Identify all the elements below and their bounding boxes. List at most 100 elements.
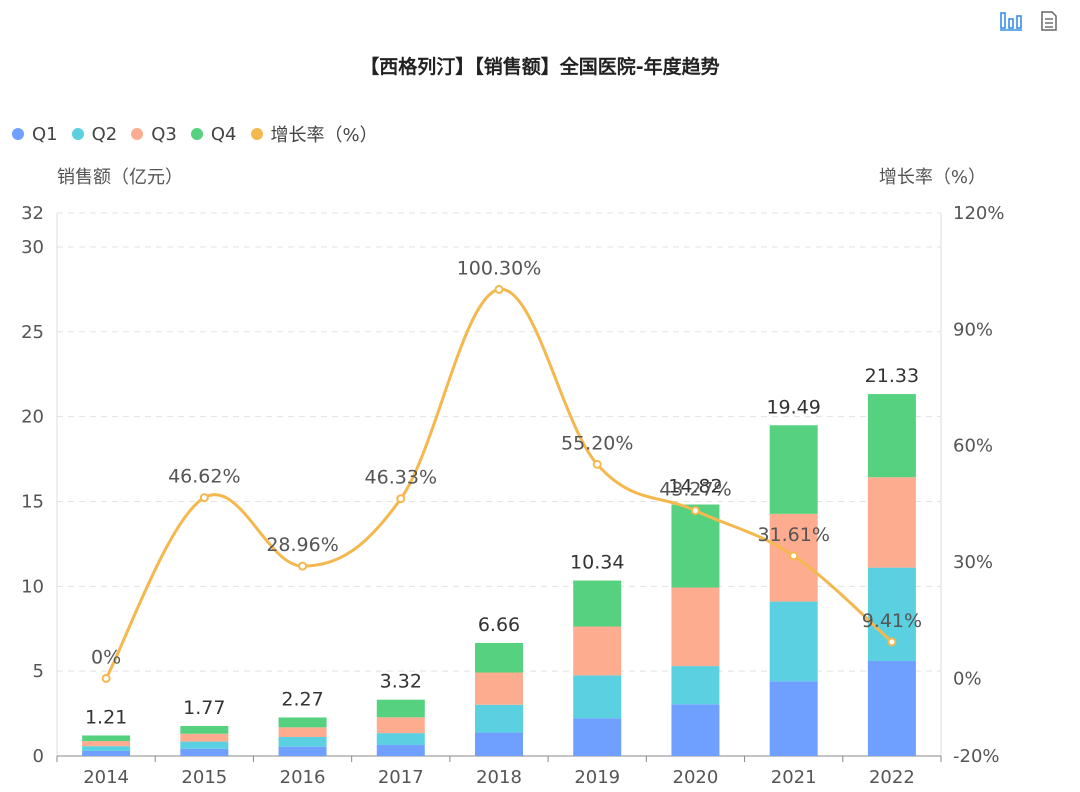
bar-q4 bbox=[573, 580, 622, 627]
growth-rate-point bbox=[101, 673, 111, 683]
growth-rate-label: 31.61% bbox=[757, 524, 829, 546]
bar-q1 bbox=[573, 718, 622, 756]
y2-tick-label: 30% bbox=[953, 552, 993, 573]
legend-label-growth: 增长率（%） bbox=[270, 125, 378, 146]
bar-q3 bbox=[278, 727, 327, 737]
growth-rate-label: 100.30% bbox=[457, 257, 542, 279]
bar-q2 bbox=[376, 733, 425, 745]
legend-item-q2[interactable]: Q2 bbox=[71, 123, 118, 145]
growth-rate-point bbox=[887, 637, 897, 647]
x-tick-label: 2016 bbox=[280, 767, 326, 788]
y2-tick-label: 60% bbox=[953, 436, 993, 457]
y2-tick-label: 0% bbox=[953, 668, 982, 689]
bar-q2 bbox=[82, 746, 131, 751]
bar-q2 bbox=[769, 601, 818, 682]
legend-swatch-q1 bbox=[12, 128, 24, 140]
bar-total-label: 6.66 bbox=[478, 614, 520, 636]
x-tick-label: 2015 bbox=[181, 767, 227, 788]
bar-q1 bbox=[82, 750, 131, 756]
legend-swatch-q4 bbox=[190, 128, 203, 140]
growth-rate-point bbox=[199, 493, 209, 503]
legend-swatch-growth bbox=[250, 128, 263, 140]
y2-tick-label: -20% bbox=[953, 746, 1000, 767]
y-tick-label: 10 bbox=[21, 576, 44, 597]
bar-total-label: 1.21 bbox=[85, 706, 127, 728]
growth-rate-label: 43.27% bbox=[659, 479, 731, 501]
bar-q3 bbox=[475, 672, 523, 705]
growth-rate-label: 0% bbox=[91, 646, 121, 668]
bar-q4 bbox=[867, 394, 916, 478]
bar-q2 bbox=[573, 675, 622, 719]
bar-total-label: 14.82 bbox=[668, 476, 722, 498]
bar-q4 bbox=[180, 725, 229, 734]
bar-q3 bbox=[180, 733, 229, 742]
x-tick-label: 2022 bbox=[869, 767, 915, 788]
y-tick-label: 15 bbox=[21, 491, 44, 512]
growth-rate-label: 46.33% bbox=[365, 467, 437, 489]
bar-q4 bbox=[769, 425, 818, 514]
bar-q3 bbox=[82, 741, 131, 747]
bar-chart-icon[interactable] bbox=[1000, 10, 1022, 32]
y-tick-label: 30 bbox=[21, 237, 44, 258]
bar-total-label: 21.33 bbox=[865, 365, 919, 387]
legend-item-q1[interactable]: Q1 bbox=[12, 124, 58, 145]
bar-q1 bbox=[376, 744, 425, 756]
x-tick-label: 2018 bbox=[476, 767, 522, 788]
bar-q3 bbox=[376, 717, 425, 734]
bar-q4 bbox=[278, 717, 327, 728]
legend-label-q3: Q3 bbox=[151, 123, 177, 145]
legend-item-q4[interactable]: Q4 bbox=[190, 124, 237, 145]
bar-q1 bbox=[180, 748, 229, 756]
x-tick-label: 2019 bbox=[574, 767, 620, 788]
growth-rate-point bbox=[494, 284, 504, 294]
growth-rate-point bbox=[690, 506, 700, 516]
growth-rate-point bbox=[298, 561, 308, 571]
bar-q2 bbox=[278, 736, 327, 747]
toolbar bbox=[1000, 10, 1060, 32]
y-tick-label: 32 bbox=[21, 203, 44, 224]
bar-total-label: 10.34 bbox=[570, 552, 624, 574]
legend-swatch-q2 bbox=[71, 128, 84, 140]
bar-q1 bbox=[769, 681, 818, 756]
legend-item-growth[interactable]: 增长率（%） bbox=[250, 121, 378, 147]
legend-label-q2: Q2 bbox=[91, 123, 118, 145]
bar-total-label: 19.49 bbox=[766, 396, 820, 418]
legend-item-q3[interactable]: Q3 bbox=[131, 124, 177, 145]
legend-swatch-q3 bbox=[131, 128, 144, 140]
y2-tick-label: 90% bbox=[953, 319, 993, 340]
bar-total-label: 1.77 bbox=[183, 697, 225, 719]
data-view-icon[interactable] bbox=[1038, 10, 1060, 32]
y-tick-label: 20 bbox=[21, 407, 44, 428]
bar-q1 bbox=[475, 732, 523, 756]
bar-q4 bbox=[82, 735, 131, 742]
bar-q1 bbox=[671, 704, 720, 756]
bar-q1 bbox=[867, 660, 916, 756]
growth-rate-label: 55.20% bbox=[561, 432, 633, 454]
growth-rate-line bbox=[104, 287, 893, 680]
growth-rate-point bbox=[592, 459, 602, 469]
legend-label-q1: Q1 bbox=[32, 123, 58, 145]
growth-rate-label: 9.41% bbox=[862, 610, 922, 632]
x-tick-label: 2020 bbox=[673, 767, 719, 788]
growth-rate-label: 46.62% bbox=[168, 466, 240, 488]
growth-rate-point bbox=[396, 494, 406, 504]
legend: Q1 Q2 Q3 Q4 增长率（%） bbox=[12, 121, 378, 147]
bar-total-label: 2.27 bbox=[281, 688, 323, 710]
bar-q4 bbox=[376, 699, 425, 718]
bar-q3 bbox=[573, 626, 622, 676]
bar-q2 bbox=[475, 704, 523, 733]
y-tick-label: 5 bbox=[33, 661, 44, 682]
y2-axis-title: 增长率（%） bbox=[879, 167, 986, 188]
bar-q3 bbox=[867, 477, 916, 568]
y2-tick-label: 120% bbox=[953, 203, 1004, 224]
chart-title: 【西格列汀】【销售额】全国医院-年度趋势 bbox=[360, 56, 720, 78]
bar-q2 bbox=[671, 666, 720, 705]
bar-q3 bbox=[671, 587, 720, 667]
x-tick-label: 2017 bbox=[378, 767, 424, 788]
bar-q4 bbox=[475, 642, 523, 673]
y-axis-title: 销售额（亿元） bbox=[57, 167, 183, 188]
x-tick-label: 2021 bbox=[771, 767, 817, 788]
bar-q2 bbox=[180, 741, 229, 749]
bar-q1 bbox=[278, 746, 327, 756]
